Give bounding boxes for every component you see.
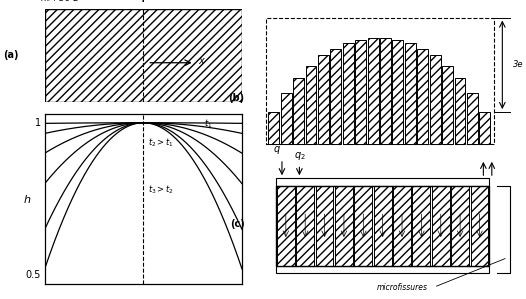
Bar: [343, 43, 353, 144]
Bar: [355, 40, 366, 144]
Text: (a): (a): [4, 50, 19, 60]
Bar: [277, 186, 295, 266]
Text: hₑ . 50 z: hₑ . 50 z: [41, 0, 78, 3]
Text: $t_3{>}t_2$: $t_3{>}t_2$: [148, 184, 174, 196]
Text: $h$: $h$: [23, 193, 31, 205]
Bar: [392, 40, 403, 144]
Bar: [368, 38, 379, 144]
Text: microfissures: microfissures: [377, 283, 428, 292]
Bar: [268, 112, 279, 144]
Bar: [451, 186, 469, 266]
Text: 1: 1: [35, 118, 41, 128]
Bar: [316, 186, 333, 266]
Bar: [335, 186, 353, 266]
Text: x: x: [199, 56, 204, 66]
Bar: [355, 186, 372, 266]
Text: $t_1$: $t_1$: [205, 117, 213, 129]
Bar: [266, 18, 494, 144]
Bar: [412, 186, 430, 266]
Bar: [467, 93, 478, 144]
Text: $q_2$: $q_2$: [294, 150, 305, 162]
Bar: [454, 78, 466, 144]
Bar: [471, 186, 489, 266]
Bar: [330, 49, 341, 144]
Bar: [276, 266, 489, 273]
Bar: [374, 186, 391, 266]
Bar: [276, 186, 489, 266]
Text: (b): (b): [228, 93, 245, 103]
Bar: [306, 65, 317, 144]
Text: $t_2{>}t_1$: $t_2{>}t_1$: [148, 136, 174, 149]
Text: 0.5: 0.5: [25, 270, 41, 280]
Bar: [380, 38, 391, 144]
Bar: [479, 112, 490, 144]
Bar: [442, 65, 453, 144]
Bar: [393, 186, 411, 266]
Text: (c): (c): [230, 219, 245, 229]
Bar: [293, 78, 304, 144]
Text: +: +: [138, 0, 149, 5]
Bar: [318, 55, 329, 144]
Bar: [405, 43, 416, 144]
Text: $q$: $q$: [273, 144, 280, 156]
Text: 3e: 3e: [513, 60, 523, 69]
Bar: [430, 55, 441, 144]
Bar: [417, 49, 428, 144]
Bar: [432, 186, 450, 266]
Bar: [276, 178, 489, 186]
Bar: [281, 93, 291, 144]
Bar: [296, 186, 314, 266]
